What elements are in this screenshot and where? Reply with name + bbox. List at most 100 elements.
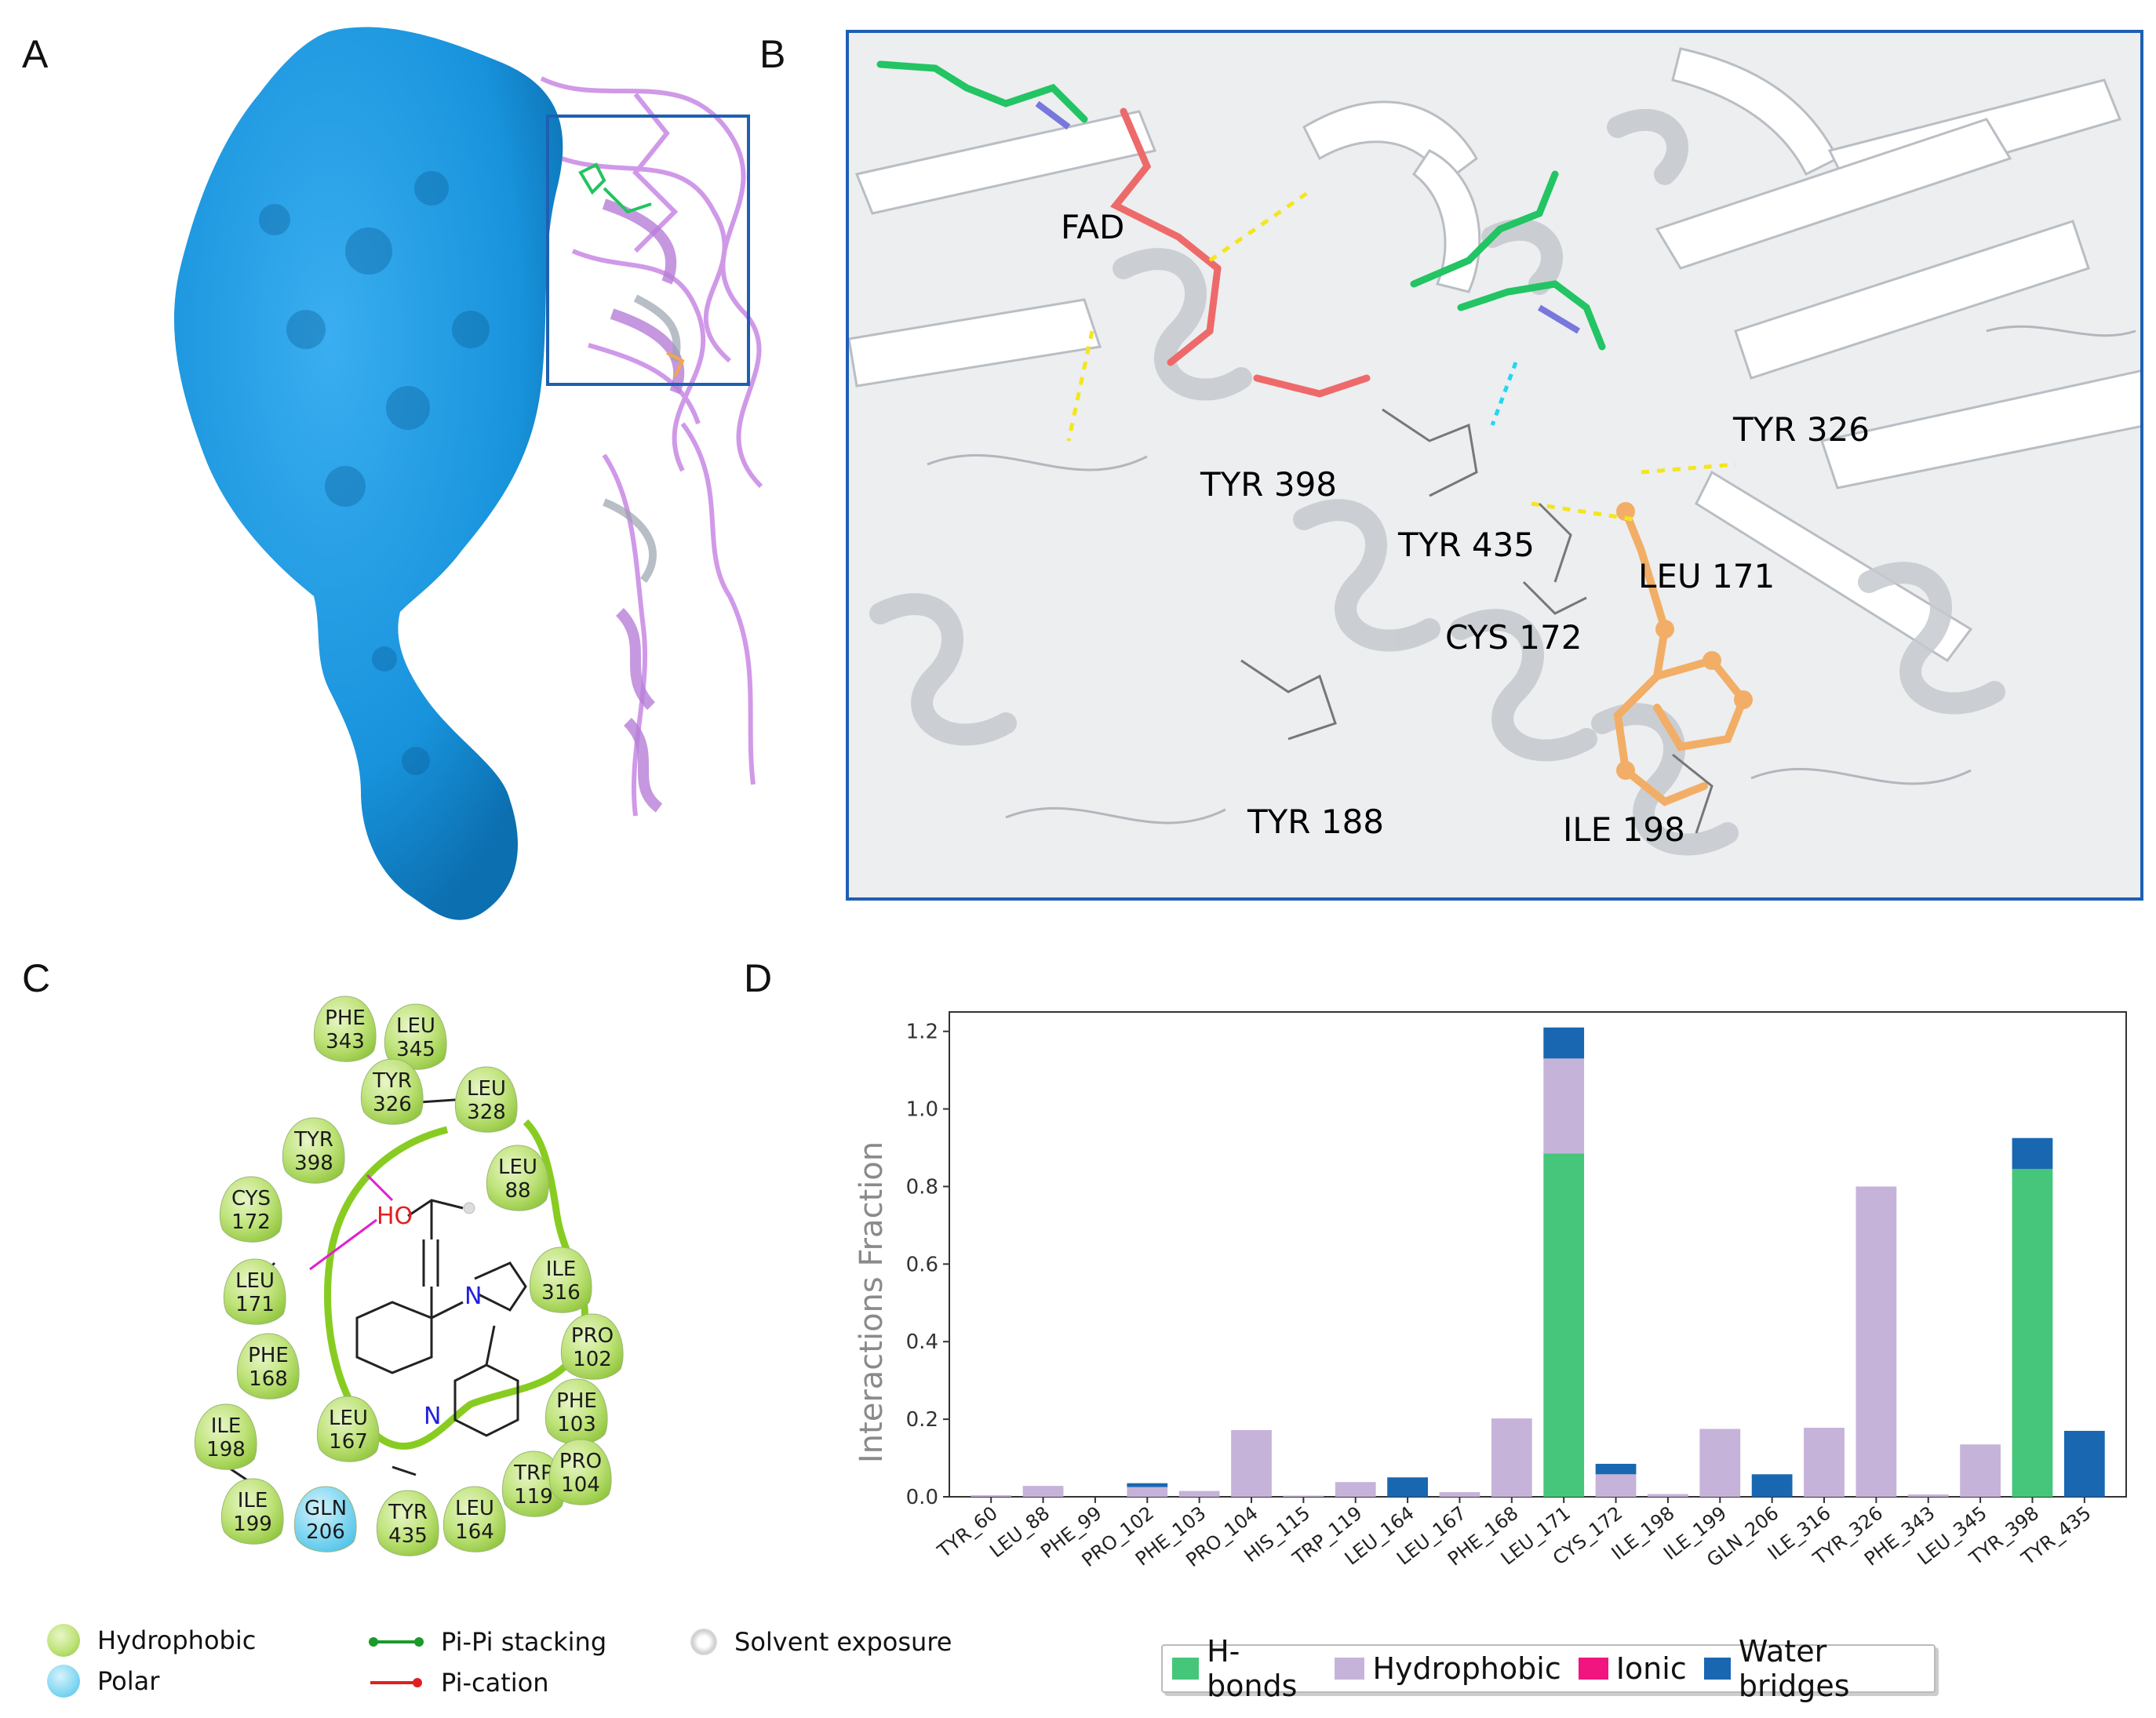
- legend-hydrophobic: Hydrophobic: [47, 1624, 256, 1657]
- residue-number: 199: [233, 1512, 272, 1536]
- panel-label-d: D: [744, 956, 773, 1000]
- pication-line-icon: [370, 1678, 422, 1687]
- bar-hydrophobic-pro_102: [1127, 1487, 1168, 1497]
- residue-name: TYR: [372, 1069, 412, 1093]
- residue-number: 102: [573, 1348, 612, 1371]
- bar-hydrophobic-leu_345: [1960, 1444, 2001, 1497]
- bar-hydrophobic-tyr_326: [1856, 1186, 1897, 1497]
- residue-name: TRP: [513, 1461, 553, 1485]
- residue-name: ILE: [211, 1414, 242, 1438]
- bar-water-bridges-tyr_435: [2063, 1430, 2105, 1497]
- residue-number: 171: [235, 1293, 275, 1316]
- residue-name: LEU: [498, 1156, 537, 1179]
- residue-number: 103: [557, 1413, 596, 1436]
- zoom-box: [546, 115, 750, 386]
- residue-number: 398: [294, 1152, 333, 1175]
- bar-water-bridges-pro_102: [1127, 1483, 1168, 1487]
- pipi-line-icon: [369, 1637, 424, 1647]
- residue-number: 343: [326, 1030, 365, 1054]
- bar-hydrophobic-leu_171: [1543, 1058, 1585, 1154]
- residue-name: LEU: [235, 1269, 275, 1293]
- bar-h-bonds-leu_171: [1543, 1153, 1585, 1497]
- residue-number: 167: [329, 1430, 368, 1454]
- hydrophobic-swatch: [47, 1624, 80, 1657]
- label-fad: FAD: [1061, 208, 1124, 246]
- y-tick-label: 0.2: [906, 1408, 938, 1432]
- panel-label-b: B: [759, 32, 786, 76]
- residue-name: PRO: [571, 1324, 614, 1348]
- bar-water-bridges-cys_172: [1595, 1463, 1637, 1475]
- ligand-n1: N: [464, 1283, 482, 1310]
- legend-pipi: Pi-Pi stacking: [369, 1627, 606, 1657]
- bar-hydrophobic-ile_316: [1804, 1427, 1845, 1497]
- y-tick-label: 0.4: [906, 1330, 938, 1354]
- bar-hydrophobic-phe_103: [1178, 1491, 1220, 1497]
- bar-hydrophobic-cys_172: [1595, 1474, 1637, 1497]
- residue-name: ILE: [546, 1258, 577, 1281]
- residue-number: 168: [249, 1367, 288, 1391]
- residue-number: 164: [455, 1520, 494, 1544]
- protein-surface: [173, 27, 563, 920]
- bar-water-bridges-leu_164: [1387, 1477, 1428, 1497]
- plot-frame: [949, 1011, 2127, 1498]
- legend-solvent: Solvent exposure: [690, 1627, 952, 1657]
- bar-hydrophobic-trp_119: [1335, 1482, 1376, 1497]
- bar-hydrophobic-leu_88: [1022, 1486, 1064, 1497]
- residue-number: 345: [396, 1038, 435, 1061]
- polar-swatch: [47, 1665, 80, 1698]
- bar-hydrophobic-his_115: [1283, 1495, 1324, 1497]
- residue-name: TYR: [293, 1128, 333, 1152]
- residue-name: LEU: [467, 1077, 506, 1101]
- residue-name: CYS: [231, 1187, 271, 1210]
- legend-pication: Pi-cation: [369, 1668, 549, 1698]
- legend-hydrophobic-bar: Hydrophobic: [1335, 1651, 1561, 1686]
- binding-site-view: FAD TYR 326 TYR 398 TYR 435 LEU 171 CYS …: [846, 30, 2143, 901]
- residue-number: 198: [206, 1438, 246, 1461]
- residue-number: 316: [541, 1281, 581, 1305]
- residue-number: 328: [467, 1101, 506, 1124]
- protein-structure-image: [173, 27, 763, 920]
- legend-water-bridges: Water bridges: [1703, 1634, 1926, 1703]
- bar-water-bridges-tyr_398: [2012, 1137, 2053, 1170]
- bar-water-bridges-gln_206: [1751, 1474, 1793, 1497]
- label-tyr188: TYR 188: [1247, 803, 1384, 841]
- y-tick-label: 1.0: [906, 1098, 938, 1122]
- solvent-swatch: [690, 1629, 717, 1655]
- bar-hydrophobic-tyr_60: [971, 1495, 1012, 1497]
- y-tick-label: 0.8: [906, 1175, 938, 1199]
- ligand-ho: HO: [377, 1203, 413, 1230]
- bar-hydrophobic-ile_199: [1699, 1429, 1741, 1497]
- residue-name: LEU: [329, 1407, 368, 1430]
- bar-hydrophobic-phe_168: [1491, 1418, 1532, 1497]
- label-tyr326: TYR 326: [1732, 410, 1870, 449]
- residue-number: 326: [373, 1093, 412, 1116]
- residue-name: ILE: [238, 1489, 268, 1512]
- bar-h-bonds-tyr_398: [2012, 1169, 2053, 1497]
- legend-hbonds: H-bonds: [1172, 1634, 1317, 1703]
- label-cys172: CYS 172: [1445, 618, 1582, 657]
- chart-legend: H-bonds Hydrophobic Ionic Water bridges: [1161, 1634, 1936, 1703]
- residue-number: 119: [514, 1485, 553, 1509]
- panel-label-c: C: [22, 956, 51, 1000]
- bar-hydrophobic-leu_167: [1439, 1492, 1480, 1497]
- residue-name: PHE: [556, 1389, 597, 1413]
- residue-number: 206: [306, 1520, 345, 1544]
- residue-number: 88: [504, 1179, 530, 1203]
- bar-water-bridges-leu_171: [1543, 1027, 1585, 1059]
- legend-polar: Polar: [47, 1665, 159, 1698]
- residue-name: PHE: [248, 1344, 289, 1367]
